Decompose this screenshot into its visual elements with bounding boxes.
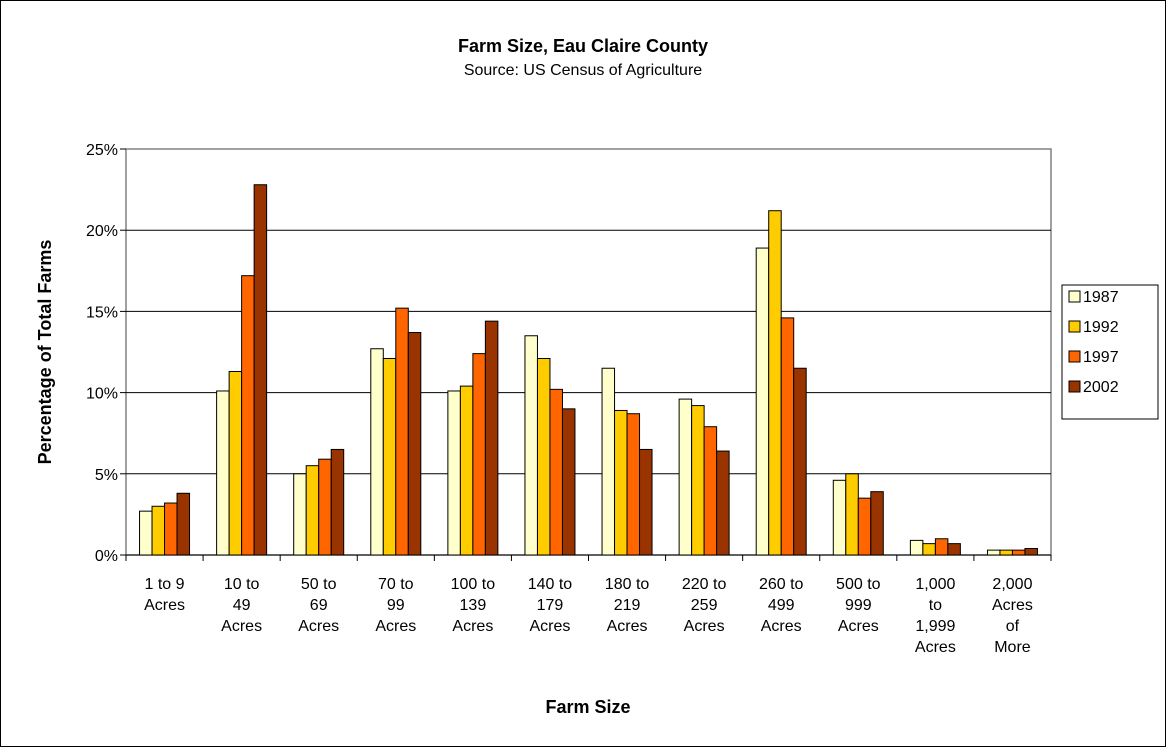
x-axis-ticks — [125, 555, 1052, 561]
category-label: 140 to 179 Acres — [528, 576, 573, 635]
legend: 1987 1992 1997 2002 — [1068, 289, 1119, 396]
category-label: 50 to 69 Acres — [298, 576, 339, 635]
bar-1987 — [678, 398, 693, 556]
legend-label-1987: 1987 — [1083, 289, 1119, 306]
category-label: 100 to 139 Acres — [451, 576, 496, 635]
category-label: 2,000 Acres of More — [992, 576, 1033, 656]
bar-1997 — [241, 275, 255, 556]
legend-label-1992: 1992 — [1083, 319, 1119, 336]
bar-1987 — [447, 390, 461, 556]
bar-1992 — [228, 370, 243, 556]
bar-1992 — [382, 357, 397, 556]
bar-2002 — [407, 332, 422, 556]
bar-1992 — [999, 549, 1013, 556]
bar-2002 — [793, 367, 807, 556]
bar-1987 — [370, 348, 384, 556]
x-axis-categories: 1 to 9 Acres 10 to 49 Acres 50 to 69 Acres 70 to… — [144, 576, 1033, 656]
bar-1997 — [857, 497, 872, 556]
bar-2002 — [870, 491, 884, 556]
bar-1987 — [601, 367, 616, 556]
bar-2002 — [330, 448, 345, 556]
category-label: 70 to 99 Acres — [375, 576, 416, 635]
chart-subtitle: Source: US Census of Agriculture — [464, 62, 702, 79]
category-label: 220 to 259 Acres — [682, 576, 727, 635]
bar-2002 — [176, 492, 191, 556]
bar-1997 — [164, 502, 178, 556]
category-label: 180 to 219 Acres — [605, 576, 650, 635]
bar-1992 — [922, 543, 936, 556]
bar-1987 — [216, 390, 230, 556]
bar-2002 — [639, 448, 653, 556]
y-axis-ticks: 0% 5% 10% 15% 20% 25% — [86, 142, 126, 565]
bar-2002 — [484, 320, 499, 556]
bar-1992 — [768, 210, 782, 556]
bar-1987 — [909, 539, 924, 556]
bar-1997 — [1011, 549, 1026, 556]
bar-1992 — [691, 405, 705, 556]
category-label: 260 to 499 Acres — [759, 576, 804, 635]
category-label: 1 to 9 Acres — [144, 576, 185, 614]
legend-swatch-1992 — [1068, 320, 1081, 333]
bar-1992 — [536, 357, 551, 556]
bar-1992 — [151, 505, 166, 556]
y-tick-label: 15% — [86, 304, 118, 321]
y-tick-label: 25% — [86, 142, 118, 159]
bar-1992 — [305, 465, 320, 556]
bar-1997 — [395, 307, 409, 556]
chart-title: Farm Size, Eau Claire County — [458, 36, 708, 56]
category-label: 1,000 to 1,999 Acres — [915, 576, 956, 656]
legend-swatch-1987 — [1068, 290, 1081, 303]
legend-label-2002: 2002 — [1083, 379, 1119, 396]
bar-1992 — [459, 385, 474, 556]
y-axis-title: Percentage of Total Farms — [35, 240, 55, 465]
bar-2002 — [561, 408, 576, 556]
bar-1997 — [934, 538, 949, 556]
y-tick-label: 5% — [95, 467, 118, 484]
legend-label-1997: 1997 — [1083, 349, 1119, 366]
gridlines — [126, 229, 1051, 475]
bar-1987 — [755, 247, 770, 556]
bars — [139, 184, 1038, 556]
bar-1992 — [845, 473, 859, 556]
bar-1987 — [986, 549, 1001, 556]
bar-1997 — [703, 426, 718, 556]
bar-1987 — [832, 479, 847, 556]
bar-1992 — [614, 409, 628, 556]
bar-1997 — [472, 353, 486, 556]
bar-1997 — [626, 413, 641, 556]
y-tick-label: 10% — [86, 386, 118, 403]
bar-1997 — [549, 388, 563, 556]
bar-1997 — [780, 317, 795, 556]
bar-1997 — [318, 458, 332, 556]
x-axis-title: Farm Size — [545, 697, 630, 717]
category-label: 500 to 999 Acres — [836, 576, 881, 635]
bar-2002 — [1024, 548, 1038, 556]
y-tick-label: 20% — [86, 223, 118, 240]
legend-swatch-2002 — [1068, 380, 1081, 393]
legend-swatch-1997 — [1068, 350, 1081, 363]
plot-area — [125, 148, 1052, 556]
bar-2002 — [716, 450, 730, 556]
bar-2002 — [947, 543, 961, 556]
bar-1987 — [524, 335, 538, 556]
bar-1987 — [139, 510, 153, 556]
category-label: 10 to 49 Acres — [221, 576, 262, 635]
bar-2002 — [253, 184, 268, 556]
bar-1987 — [293, 473, 307, 556]
y-tick-label: 0% — [95, 548, 118, 565]
